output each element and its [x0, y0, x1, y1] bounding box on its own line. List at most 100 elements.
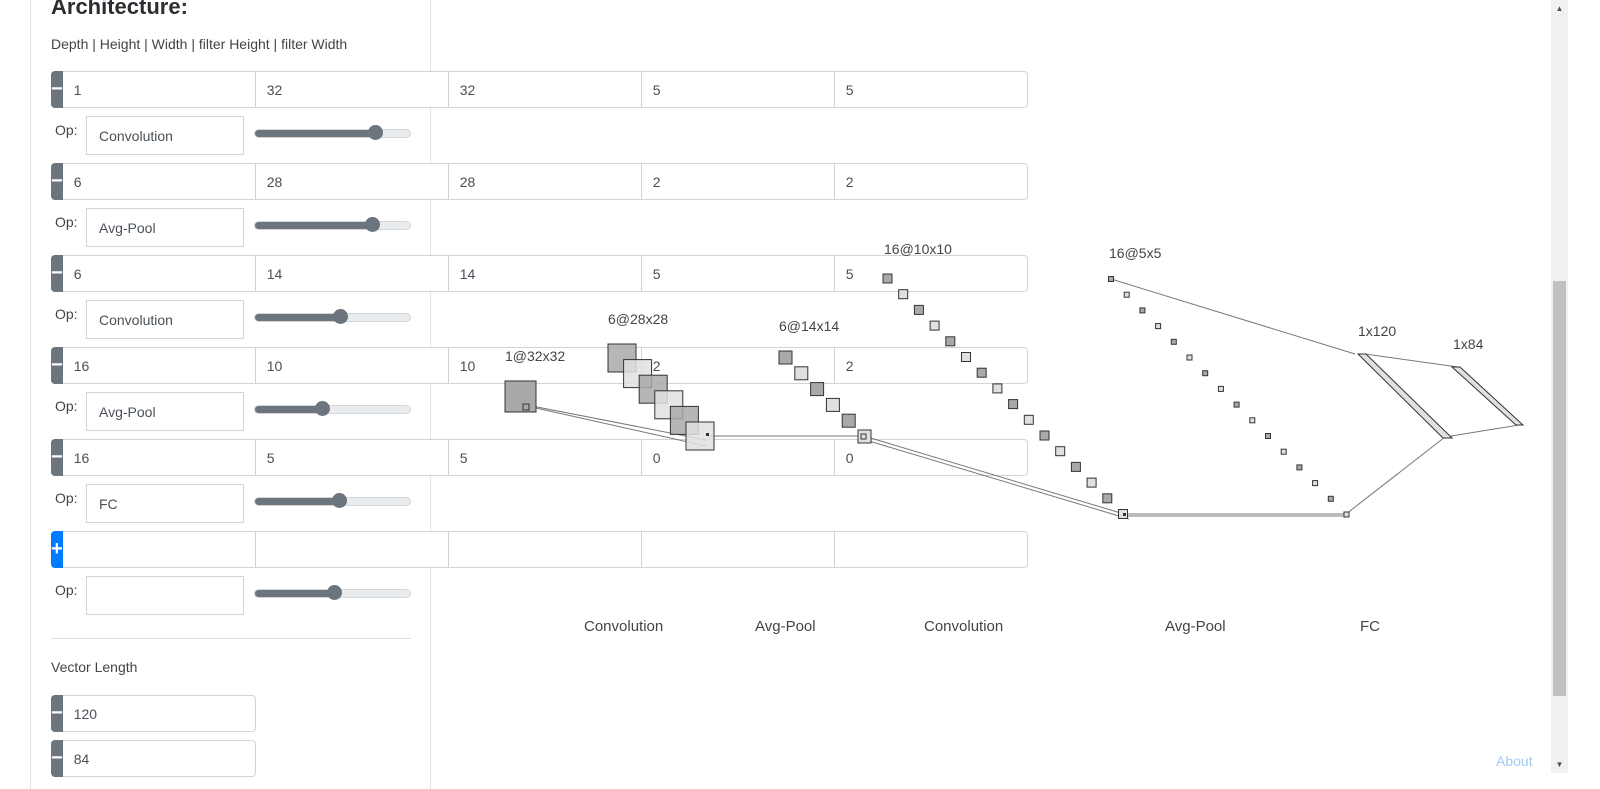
feature-map	[1249, 417, 1256, 424]
slider-track	[254, 405, 411, 414]
feature-map	[1296, 464, 1303, 471]
remove-vector-button[interactable]: −	[51, 695, 63, 732]
filter-height-input[interactable]	[641, 163, 835, 200]
filter-height-input[interactable]	[641, 71, 835, 108]
slider-thumb[interactable]	[327, 585, 343, 600]
depth-input[interactable]	[62, 163, 256, 200]
spacing-slider[interactable]	[254, 401, 411, 416]
divider	[51, 638, 411, 639]
feature-map	[1039, 430, 1050, 441]
feature-map	[898, 289, 909, 300]
op-input[interactable]	[86, 576, 244, 615]
op-input[interactable]	[86, 208, 244, 247]
width-input[interactable]	[448, 163, 642, 200]
slider-fill	[255, 498, 339, 505]
connection-line	[526, 405, 707, 447]
width-input[interactable]	[448, 255, 642, 292]
op-input[interactable]	[86, 484, 244, 523]
feature-map	[1265, 433, 1271, 439]
spacing-slider[interactable]	[254, 125, 411, 140]
plus-icon: +	[51, 538, 63, 560]
vector-length-input[interactable]	[62, 695, 256, 732]
slider-thumb[interactable]	[333, 309, 349, 324]
scrollbar[interactable]: ▲ ▼	[1551, 0, 1568, 773]
slider-thumb[interactable]	[364, 217, 380, 232]
filter-width-input[interactable]	[834, 531, 1028, 568]
vector-length-label: Vector Length	[51, 659, 138, 675]
op-input[interactable]	[86, 116, 244, 155]
spacing-slider[interactable]	[254, 493, 411, 508]
remove-vector-button[interactable]: −	[51, 740, 63, 777]
scrollbar-thumb[interactable]	[1553, 281, 1566, 696]
add-layer-button[interactable]: +	[51, 531, 63, 568]
width-input[interactable]	[448, 439, 642, 476]
scroll-up-arrow-icon[interactable]: ▲	[1555, 4, 1564, 13]
remove-layer-button[interactable]: −	[51, 163, 63, 200]
about-link[interactable]: About	[1496, 753, 1533, 769]
connection-line	[868, 440, 1130, 520]
feature-map	[1327, 495, 1334, 502]
filter-width-input[interactable]	[834, 255, 1028, 292]
feature-map	[961, 352, 971, 362]
feature-map	[1170, 338, 1177, 345]
filter-window	[706, 433, 709, 436]
vector-length-input[interactable]	[62, 740, 256, 777]
minus-icon: −	[51, 702, 63, 724]
height-input[interactable]	[255, 71, 449, 108]
layer-row: −	[51, 163, 1028, 200]
spacing-slider[interactable]	[254, 309, 411, 324]
op-label: Op:	[55, 122, 78, 138]
new-layer-row: +	[51, 531, 1028, 568]
filter-width-input[interactable]	[834, 71, 1028, 108]
scroll-down-arrow-icon[interactable]: ▼	[1555, 760, 1564, 769]
feature-map	[945, 336, 956, 347]
filter-height-input[interactable]	[641, 255, 835, 292]
feature-map	[1055, 446, 1066, 457]
feature-maps	[504, 273, 1525, 519]
spacing-slider[interactable]	[254, 585, 411, 600]
depth-input[interactable]	[62, 439, 256, 476]
height-input[interactable]	[255, 347, 449, 384]
spacing-slider[interactable]	[254, 217, 411, 232]
width-input[interactable]	[448, 531, 642, 568]
filter-window	[860, 433, 867, 440]
feature-map	[825, 397, 840, 412]
slider-fill	[255, 314, 341, 321]
feature-map	[976, 367, 987, 378]
filter-width-input[interactable]	[834, 347, 1028, 384]
height-input[interactable]	[255, 163, 449, 200]
remove-layer-button[interactable]: −	[51, 347, 63, 384]
depth-input[interactable]	[62, 347, 256, 384]
slider-thumb[interactable]	[314, 401, 330, 416]
op-input[interactable]	[86, 392, 244, 431]
feature-map	[1186, 354, 1193, 361]
filter-height-input[interactable]	[641, 531, 835, 568]
slider-thumb[interactable]	[331, 493, 347, 508]
depth-input[interactable]	[62, 531, 256, 568]
depth-input[interactable]	[62, 71, 256, 108]
feature-map	[1343, 511, 1350, 518]
filter-width-input[interactable]	[834, 163, 1028, 200]
feature-map	[992, 383, 1003, 394]
depth-input[interactable]	[62, 255, 256, 292]
filter-width-input[interactable]	[834, 439, 1028, 476]
layer-row: −	[51, 71, 1028, 108]
height-input[interactable]	[255, 439, 449, 476]
feature-map	[882, 273, 893, 284]
width-input[interactable]	[448, 71, 642, 108]
op-input[interactable]	[86, 300, 244, 339]
feature-map	[794, 366, 809, 381]
feature-map	[1008, 399, 1019, 410]
feature-map	[1217, 385, 1224, 392]
layer-row: −	[51, 255, 1028, 292]
filter-height-input[interactable]	[641, 439, 835, 476]
op-row: Op:	[51, 392, 411, 431]
remove-layer-button[interactable]: −	[51, 439, 63, 476]
layer-label: 6@28x28	[608, 311, 668, 327]
slider-thumb[interactable]	[367, 125, 383, 140]
height-input[interactable]	[255, 531, 449, 568]
height-input[interactable]	[255, 255, 449, 292]
op-row: Op:	[51, 484, 411, 523]
remove-layer-button[interactable]: −	[51, 255, 63, 292]
remove-layer-button[interactable]: −	[51, 71, 63, 108]
